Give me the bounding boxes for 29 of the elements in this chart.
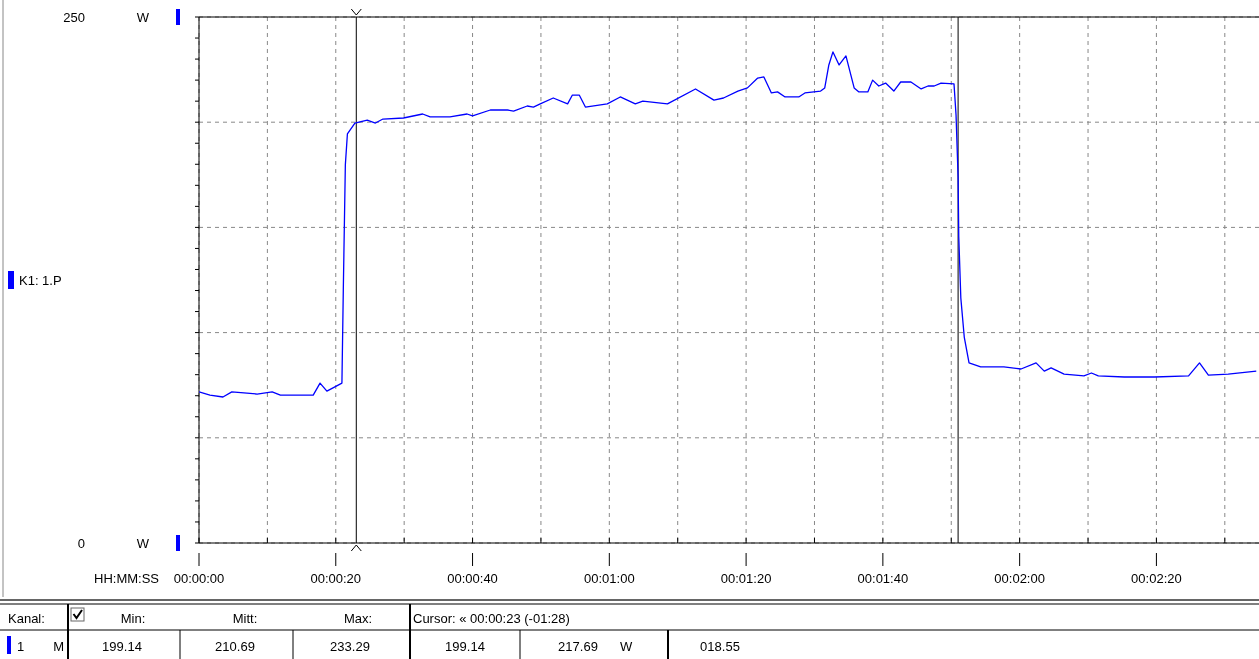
- line-series: [199, 51, 1257, 398]
- text: 199.14: [102, 639, 142, 654]
- text: 1: [17, 639, 25, 654]
- x-tick-label: 00:00:40: [447, 570, 498, 586]
- x-tick-label: 00:01:40: [857, 570, 909, 586]
- text: Mitt:: [232, 611, 258, 626]
- y-axis-title: W: [136, 535, 150, 551]
- x-tick-label: 00:00:20: [310, 570, 362, 586]
- x-tick-label: 00:01:20: [720, 570, 772, 586]
- text: M: [53, 639, 64, 654]
- text: 210.69: [215, 639, 255, 654]
- x-tick-label: 00:02:00: [994, 570, 1045, 586]
- x-tick-label: 00:02:20: [1131, 570, 1182, 586]
- text: 199.14: [445, 639, 485, 654]
- text: 018.55: [700, 639, 740, 654]
- text: 217.69: [558, 639, 598, 654]
- text: Kanal:: [8, 611, 45, 626]
- y-tick-label: 0: [77, 535, 85, 551]
- x-axis-title: HH:MM:SS: [94, 570, 160, 586]
- text: W: [620, 639, 633, 654]
- text: Cursor: « 00:00:23 (-01:28): [413, 611, 570, 626]
- text: Min:: [120, 611, 146, 626]
- x-tick-label: 00:00:00: [173, 570, 225, 586]
- text: Max:: [343, 611, 373, 626]
- y-tick-label: 250: [63, 9, 85, 25]
- text: 233.29: [330, 639, 370, 654]
- legend-label: K1: 1.P: [19, 272, 62, 288]
- x-tick-label: 00:01:00: [584, 570, 635, 586]
- text: W: [136, 9, 150, 25]
